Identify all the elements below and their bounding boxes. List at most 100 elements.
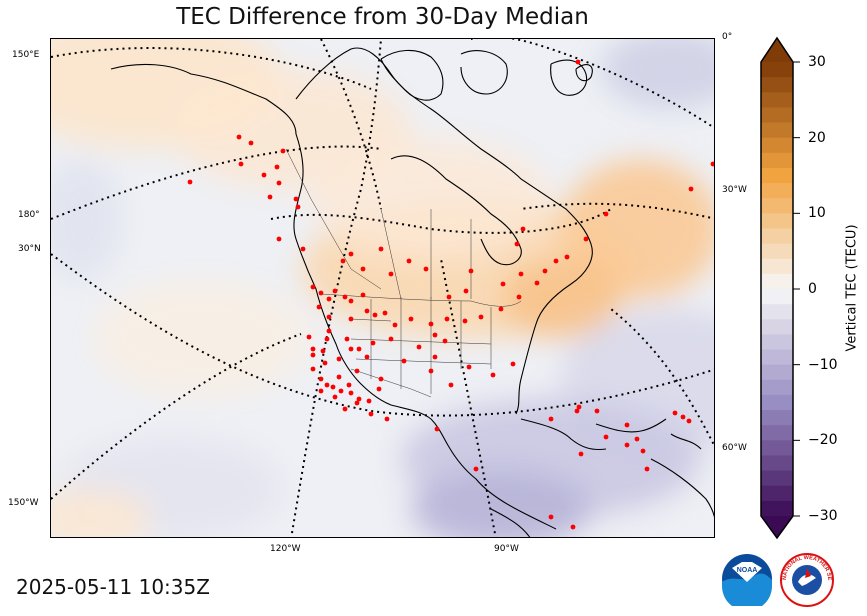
colorbar-band <box>761 167 793 184</box>
map-title: TEC Difference from 30-Day Median <box>176 4 589 30</box>
station-marker <box>336 374 342 380</box>
station-marker <box>644 466 650 472</box>
colorbar-band <box>761 122 793 139</box>
colorbar-bands <box>761 38 793 538</box>
colorbar-max-extension <box>761 38 793 62</box>
station-marker <box>378 376 384 382</box>
noaa-logo-text: NOAA <box>737 567 758 574</box>
station-marker <box>348 298 354 304</box>
station-marker <box>356 396 362 402</box>
station-marker <box>326 328 332 334</box>
graticule-label-150e: 150°E <box>12 50 40 60</box>
station-marker <box>603 434 609 440</box>
station-marker <box>310 346 316 352</box>
political-borders <box>285 148 522 398</box>
station-marker <box>320 348 326 354</box>
station-marker <box>340 258 346 264</box>
colorbar-tick-label: 10 <box>808 205 826 222</box>
station-marker <box>444 316 450 322</box>
station-marker <box>401 358 407 364</box>
colorbar-band <box>761 183 793 199</box>
station-marker <box>326 314 332 320</box>
station-marker <box>336 356 342 362</box>
station-marker <box>370 340 376 346</box>
station-marker <box>624 422 630 428</box>
station-marker <box>514 241 520 247</box>
colorbar-band <box>761 137 793 154</box>
colorbar-band <box>761 334 793 351</box>
station-marker <box>293 196 299 202</box>
graticule-label-30w: 30°W <box>722 185 747 195</box>
station-marker <box>295 204 301 210</box>
station-marker <box>274 164 280 170</box>
station-marker <box>520 226 526 232</box>
station-marker <box>376 386 382 392</box>
colorbar-band <box>761 425 793 441</box>
colorbar-band <box>761 62 793 78</box>
station-marker <box>344 336 350 342</box>
station-marker <box>368 411 374 417</box>
timestamp: 2025-05-11 10:35Z <box>16 575 210 599</box>
station-marker <box>478 314 484 320</box>
station-marker <box>594 408 600 414</box>
colorbar-tick-label: 30 <box>808 54 826 70</box>
colorbar-band <box>761 152 793 169</box>
colorbar-band <box>761 92 793 108</box>
station-marker <box>318 290 324 296</box>
station-marker <box>306 334 312 340</box>
station-marker <box>342 294 348 300</box>
colorbar-band <box>761 455 793 472</box>
tec-anomaly-field <box>51 39 714 537</box>
station-marker <box>382 310 388 316</box>
station-marker <box>384 416 390 422</box>
station-marker <box>348 390 354 396</box>
station-marker <box>542 268 548 274</box>
graticule-label-30n: 30°N <box>18 244 41 254</box>
station-marker <box>300 246 306 252</box>
station-marker <box>634 436 640 442</box>
colorbar-band <box>761 394 793 411</box>
colorbar-band <box>761 470 793 487</box>
station-marker <box>348 251 354 257</box>
station-marker <box>332 288 338 294</box>
colorbar-tick-label: 20 <box>808 129 826 146</box>
colorbar-tick-marks <box>793 61 800 517</box>
colorbar-band <box>761 304 793 320</box>
colorbar-band <box>761 107 793 124</box>
colorbar-band <box>761 410 793 426</box>
station-marker <box>548 416 554 422</box>
station-marker <box>388 336 394 342</box>
station-marker <box>338 388 344 394</box>
station-marker <box>342 406 348 412</box>
colorbar-band <box>761 364 793 381</box>
station-marker <box>490 372 496 378</box>
station-marker <box>423 266 429 272</box>
station-marker <box>326 296 332 302</box>
graticule-label-90w: 90°W <box>494 544 519 554</box>
map-area[interactable] <box>50 38 715 538</box>
station-marker <box>267 194 273 200</box>
station-marker <box>354 400 360 406</box>
station-marker <box>574 408 580 414</box>
graticule-label-120w: 120°W <box>270 544 301 554</box>
station-marker <box>316 304 322 310</box>
station-marker <box>688 186 694 192</box>
station-marker <box>332 394 338 400</box>
colorbar-band <box>761 228 793 245</box>
station-marker <box>330 384 336 390</box>
station-marker <box>346 382 352 388</box>
station-marker <box>261 172 267 178</box>
station-marker <box>466 364 472 370</box>
station-marker <box>392 322 398 328</box>
station-marker <box>448 382 454 388</box>
station-marker <box>324 382 330 388</box>
station-marker <box>686 418 692 424</box>
station-marker <box>462 318 468 324</box>
station-marker <box>510 361 516 367</box>
station-marker <box>360 266 366 272</box>
station-marker <box>408 316 414 322</box>
colorbar-band <box>761 243 793 260</box>
station-marker <box>310 284 316 290</box>
colorbar-tick-label: −20 <box>808 432 838 449</box>
graticule-label-180: 180° <box>18 210 40 220</box>
